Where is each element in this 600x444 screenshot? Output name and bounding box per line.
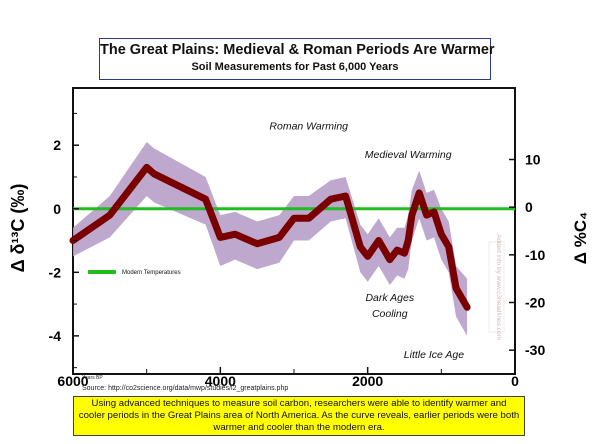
y-right-tick-label: 0 [525,199,533,215]
x-axis-label: Years BP [82,375,103,381]
legend-label: Modern Temperatures [122,270,181,276]
x-tick-label: 0 [511,373,519,389]
caption-box: Using advanced techniques to measure soi… [73,396,525,436]
chart-subtitle: Soil Measurements for Past 6,000 Years [191,61,399,73]
x-tick-label: 2000 [352,373,383,389]
watermark-box [488,241,505,333]
y-right-tick-label: 10 [525,152,541,168]
soil-carbon-series-line [69,163,471,311]
annotation-label: Medieval Warming [365,149,452,161]
y-axis-right-label: Δ %C₄ [571,212,590,264]
y-right-tick-label: -30 [525,342,545,358]
x-tick-label: 6000 [57,373,88,389]
y-left-tick-label: 2 [53,137,61,153]
annotation-label: Roman Warming [269,120,348,132]
y-left-tick-label: -2 [49,264,62,280]
annotation-label: Dark Ages [365,292,414,304]
y-right-tick-label: -20 [525,295,545,311]
x-tick-label: 4000 [205,373,236,389]
watermark: Added info by www.c3headlines.com [495,234,502,340]
y-left-tick-label: 0 [53,201,61,217]
annotation-label: Little Ice Age [404,349,464,361]
y-axis-left-label: Δ δ¹³C (‰) [8,184,28,273]
chart-title: The Great Plains: Medieval & Roman Perio… [100,42,495,58]
annotation-label: Cooling [372,308,408,320]
source-text: Source: http://co2science.org/data/mwp/s… [82,385,288,392]
y-right-tick-label: -10 [525,247,545,263]
title-box: The Great Plains: Medieval & Roman Perio… [99,38,495,80]
y-left-tick-label: -4 [49,328,62,344]
